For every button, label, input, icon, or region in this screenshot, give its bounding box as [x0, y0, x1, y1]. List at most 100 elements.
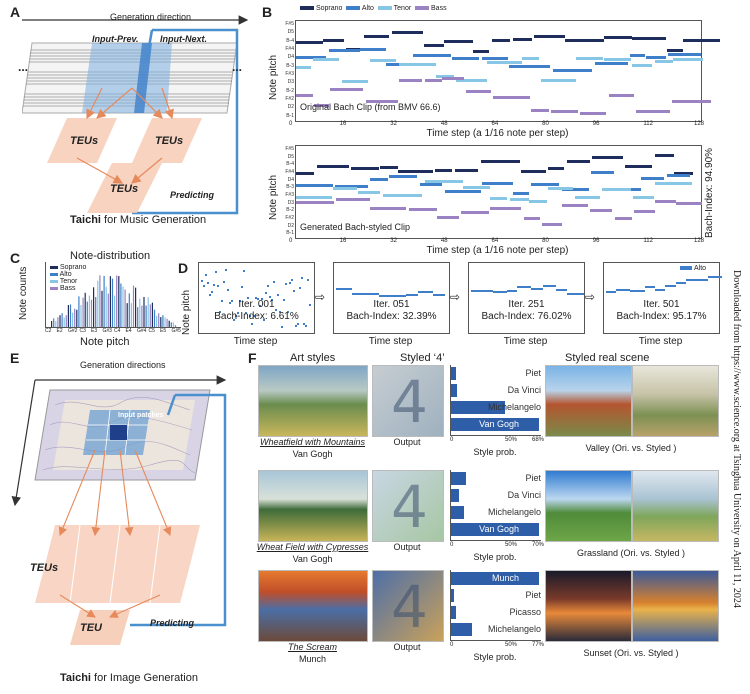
- f-axis-tick: 50%: [505, 437, 518, 443]
- note-bar: [420, 182, 442, 186]
- y-tick: B-3: [286, 184, 294, 191]
- f-prob-label: Michelangelo: [487, 402, 541, 412]
- x-tick: 32: [390, 121, 397, 127]
- b-original-plot: F#5 D5 B-4 F#4 D4 B-3 F#3 D3 B-2 F#2 D2 B-1: [285, 20, 720, 122]
- histogram-bar: [164, 317, 166, 327]
- histogram-bar: [61, 313, 63, 327]
- d-point: [299, 286, 301, 289]
- d-point: [297, 322, 299, 325]
- histogram-bar: [153, 309, 156, 327]
- panel-d-label: D: [178, 260, 189, 276]
- note-bar: [521, 170, 546, 174]
- histogram-bar: [107, 293, 109, 327]
- d-note: [645, 286, 655, 289]
- x-tick: 64: [491, 121, 499, 127]
- d-point: [283, 299, 285, 302]
- f-artist: Van Gogh: [292, 554, 333, 564]
- d-point: [303, 322, 305, 325]
- d-note: [366, 292, 379, 295]
- y-tick: F#4: [285, 169, 294, 175]
- f-prob-label: Michelangelo: [487, 624, 541, 634]
- histogram-bar: [130, 303, 132, 327]
- f-scene-original: [545, 470, 632, 542]
- note-bar: [370, 59, 396, 63]
- d-bach-label: Bach-Index: 32.39%: [346, 311, 437, 322]
- dots-right: ...: [232, 60, 243, 74]
- d-point: [209, 293, 211, 296]
- note-bar: [493, 95, 530, 99]
- note-bar: [436, 75, 454, 79]
- arrow-icon: ⇨: [585, 290, 596, 304]
- histogram-bar: [118, 276, 120, 327]
- note-bar: [676, 202, 702, 206]
- note-bar: [296, 172, 314, 176]
- f-axis-title: Style prob.: [473, 652, 517, 662]
- d-note: [471, 289, 484, 292]
- f-scene-caption: Valley (Ori. vs. Styled ): [585, 443, 677, 453]
- note-bar: [481, 160, 520, 164]
- d-xlabel: Time step: [503, 336, 548, 347]
- d-point: [215, 271, 217, 274]
- d-note: [418, 291, 433, 294]
- y-ticks: F#5 D5 B-4 F#4 D4 B-3 F#3 D3 B-2 F#2 D2 B-1: [278, 21, 294, 121]
- b-legend: Soprano Alto Tenor Bass: [300, 5, 447, 12]
- note-bar: [565, 38, 604, 42]
- f-artist: Van Gogh: [292, 449, 333, 459]
- x-tick: 96: [592, 121, 600, 127]
- d-point: [219, 310, 221, 313]
- note-bar: [380, 165, 398, 169]
- note-bar: [524, 217, 540, 221]
- f-styled-four: 4: [372, 570, 444, 642]
- d-point: [233, 319, 235, 322]
- d-legend: Alto: [680, 265, 706, 272]
- histogram-bar: [82, 297, 84, 327]
- b-xticks-1: 0 16 32 48 64 80 96 112 128: [289, 121, 704, 131]
- note-bar: [360, 48, 386, 52]
- note-bar: [636, 109, 670, 113]
- d-point: [245, 312, 247, 315]
- histogram-bar: [160, 317, 162, 327]
- x-tick: C5: [148, 328, 155, 334]
- d-note: [507, 289, 517, 292]
- b-xticks-2: 0 16 32 48 64 80 96 112 128: [289, 238, 704, 248]
- y-tick: D3: [287, 199, 294, 206]
- b-generated-plot: F#5 D5 B-4 F#4 D4 B-3 F#3 D3 B-2 F#2 D2 B-1: [285, 145, 702, 239]
- b-generated-caption: Generated Bach-styled Clip: [300, 222, 411, 232]
- f-art-image: [258, 470, 368, 542]
- note-bar: [370, 178, 388, 182]
- histogram-bar: [172, 322, 174, 327]
- note-bar: [590, 208, 612, 212]
- y-tick: F#2: [285, 215, 294, 221]
- d-note: [665, 285, 676, 288]
- note-bar: [463, 186, 490, 190]
- histogram-bar: [84, 292, 86, 327]
- teus-label-3: TEUs: [110, 183, 139, 195]
- histogram-bar: [93, 287, 95, 327]
- f-scene-caption: Sunset (Ori. vs. Styled ): [583, 648, 679, 658]
- generation-direction-label: Generation direction: [110, 12, 192, 22]
- y-tick: D4: [287, 54, 294, 61]
- d-bach-label: Bach-Index: 95.17%: [616, 311, 707, 322]
- histogram-bar: [59, 315, 61, 327]
- note-bar: [604, 36, 632, 40]
- y-tick: F#3: [285, 192, 294, 198]
- f-scene-styled: [632, 470, 719, 542]
- c-xticks: C2 E2 G#2 C3 E3 G#3 C4 E4 G#4 C5 E5 G#5: [45, 328, 181, 336]
- note-bar: [296, 93, 313, 97]
- note-bar: [490, 206, 521, 210]
- d-iteration-plot: Iter. 001 Bach-Index: 6.61%: [198, 262, 315, 334]
- c-ylabel: Note counts: [18, 266, 29, 320]
- d-point: [279, 311, 281, 314]
- f-output-label: Output: [393, 437, 421, 447]
- x-tick: E5: [160, 328, 167, 334]
- note-bar: [567, 159, 590, 163]
- x-tick: 80: [542, 121, 549, 127]
- d-note: [433, 293, 445, 296]
- x-tick: 64: [491, 238, 499, 244]
- d-note: [567, 292, 584, 295]
- x-tick: 32: [390, 238, 397, 244]
- note-bar: [364, 35, 389, 39]
- histogram-bar: [80, 305, 82, 327]
- note-bar: [351, 166, 379, 170]
- d-point: [267, 285, 269, 287]
